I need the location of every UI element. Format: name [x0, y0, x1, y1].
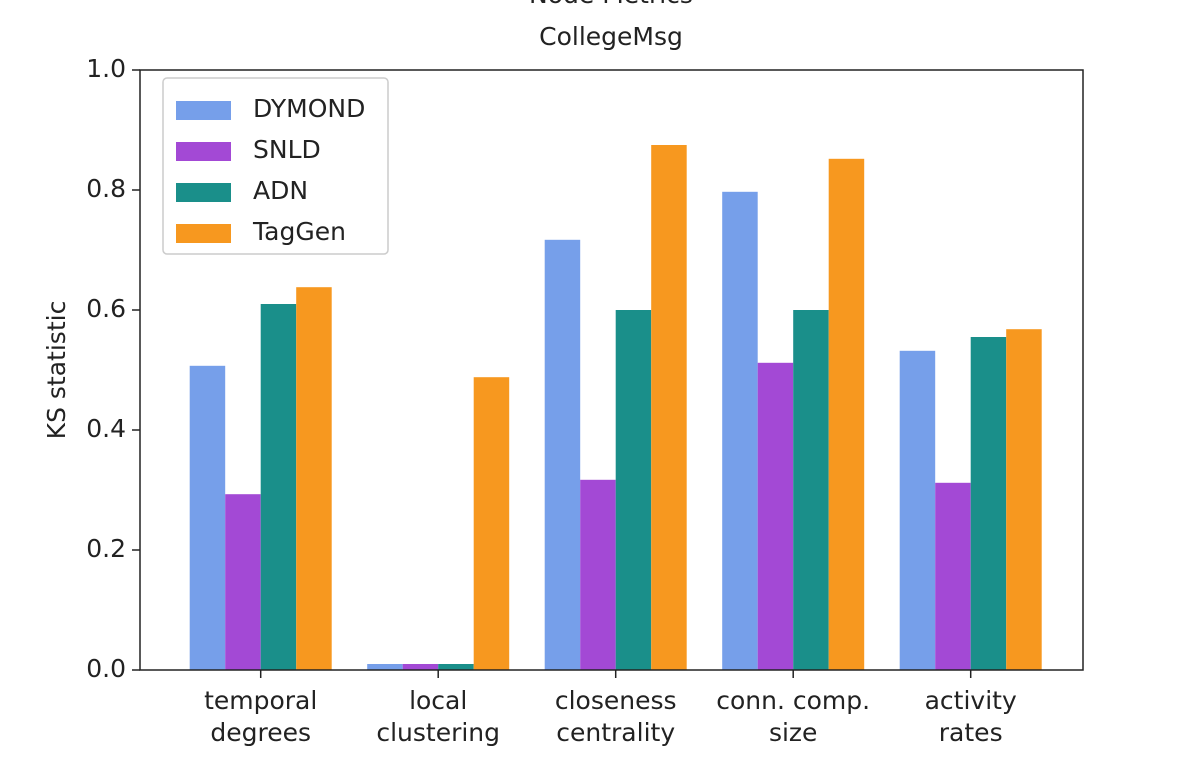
bar	[970, 337, 1007, 670]
bar	[1006, 329, 1042, 670]
legend-swatch	[176, 224, 231, 243]
bar	[544, 239, 581, 671]
x-tick-label: temporal degrees	[204, 686, 317, 747]
legend-label: SNLD	[253, 135, 321, 164]
legend-box	[162, 77, 389, 255]
y-tick-label: 0.4	[86, 414, 126, 443]
legend-label: DYMOND	[253, 94, 365, 123]
legend-label: TagGen	[252, 217, 346, 246]
legend-swatch	[176, 101, 231, 120]
y-tick-label: 0.8	[86, 174, 126, 203]
x-tick-label: local clustering	[376, 686, 500, 747]
bar	[367, 664, 403, 670]
bar	[402, 664, 439, 670]
legend-swatch	[176, 142, 231, 161]
chart-subtitle: CollegeMsg	[539, 22, 683, 51]
bar	[438, 664, 474, 670]
bar	[615, 310, 652, 670]
legend-label: ADN	[253, 176, 308, 205]
bar	[651, 145, 687, 670]
y-tick-label: 0.0	[86, 654, 126, 683]
x-tick-label: conn. comp. size	[716, 686, 870, 747]
bar	[225, 494, 261, 670]
bar	[722, 191, 758, 671]
chart-title: Node Metrics	[529, 0, 693, 9]
y-tick-label: 1.0	[86, 54, 126, 83]
y-tick-label: 0.2	[86, 534, 126, 563]
plot-frame	[139, 69, 1084, 671]
bar	[189, 365, 226, 670]
bar	[580, 479, 616, 670]
legend-swatch	[176, 183, 231, 202]
bar	[296, 287, 332, 670]
bar	[473, 377, 510, 670]
bar	[793, 310, 829, 670]
bar	[828, 158, 865, 671]
bar	[260, 304, 297, 670]
y-tick-label: 0.6	[86, 294, 126, 323]
bar	[899, 350, 936, 670]
x-tick-label: closeness centrality	[555, 686, 677, 747]
bar	[757, 362, 794, 670]
y-axis-label: KS statistic	[42, 301, 71, 440]
bar	[935, 482, 971, 670]
x-tick-label: activity rates	[925, 686, 1017, 747]
